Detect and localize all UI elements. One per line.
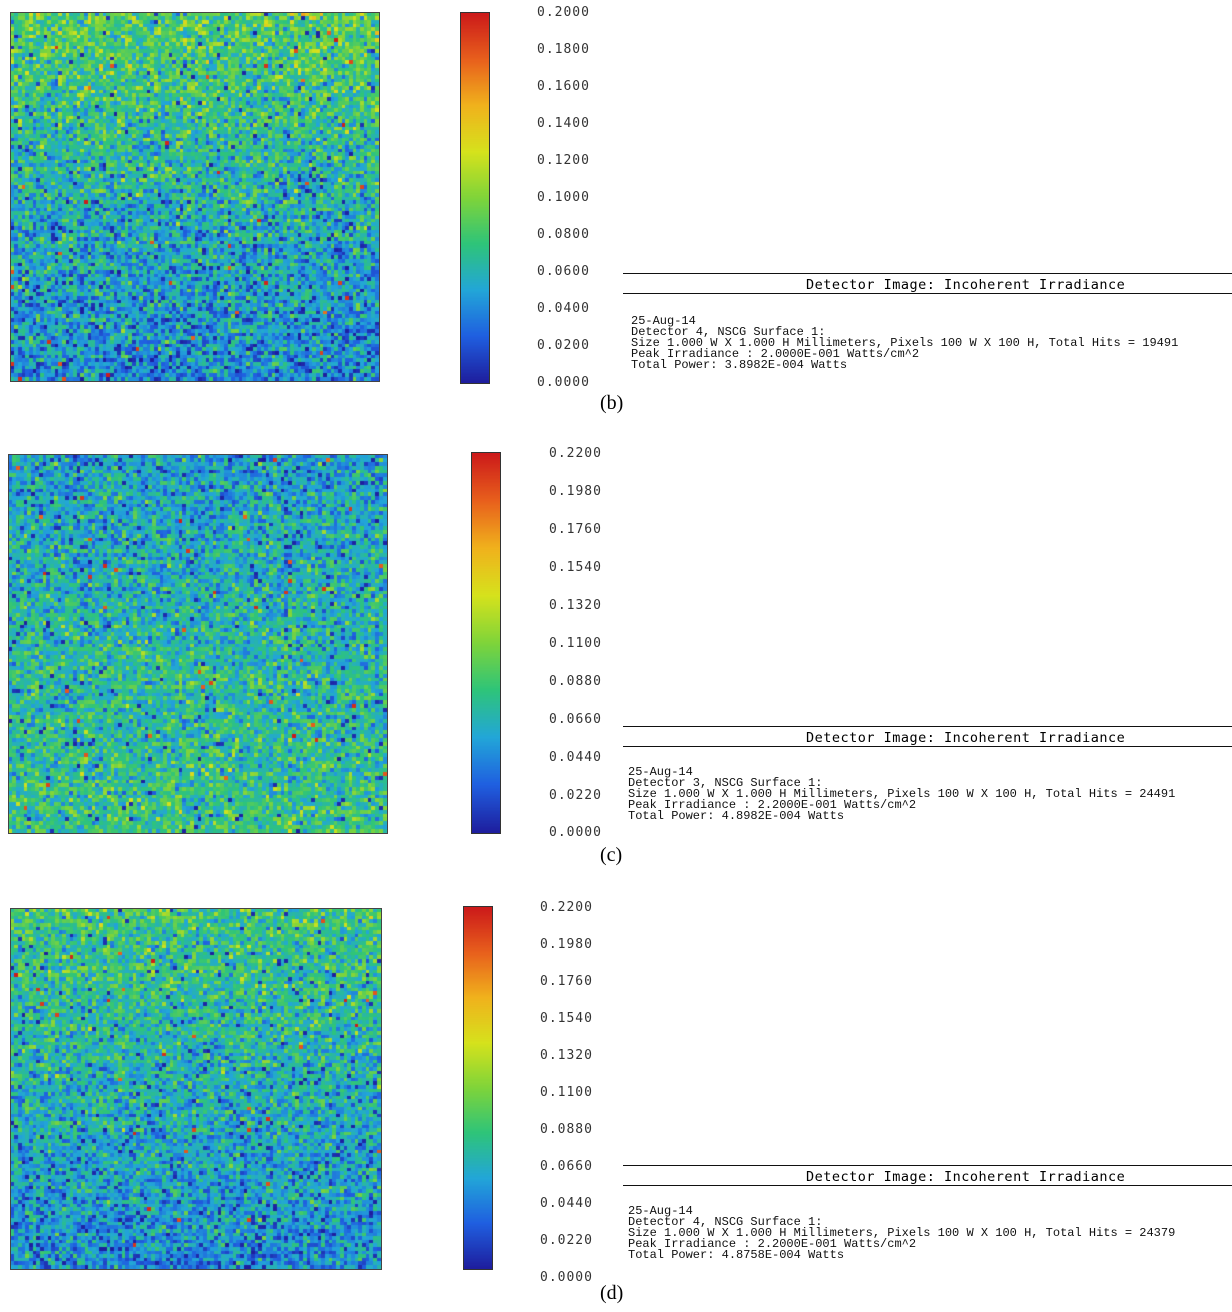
info-detector: Detector 4, NSCG Surface 1: xyxy=(631,325,826,339)
colorbar-tick: 0.1980 xyxy=(549,484,602,499)
colorbar-tick: 0.1600 xyxy=(537,79,590,94)
info-total-power: Total Power: 4.8982E-004 Watts xyxy=(628,809,845,823)
info-detector: Detector 4, NSCG Surface 1: xyxy=(628,1215,823,1229)
colorbar-tick: 0.1800 xyxy=(537,42,590,57)
title-rule-bottom xyxy=(623,293,1232,294)
title-rule-top xyxy=(623,1165,1232,1166)
info-detector: Detector 3, NSCG Surface 1: xyxy=(628,776,823,790)
colorbar-tick: 0.0000 xyxy=(549,825,602,840)
colorbar-tick: 0.0880 xyxy=(549,674,602,689)
chart-title: Detector Image: Incoherent Irradiance xyxy=(806,730,1126,746)
colorbar-tick: 0.0400 xyxy=(537,301,590,316)
colorbar-d xyxy=(463,906,493,1270)
info-date: 25-Aug-14 xyxy=(631,314,696,328)
irradiance-heatmap-d xyxy=(10,908,382,1270)
detector-panel-b: 0.2000 0.1800 0.1600 0.1400 0.1200 0.100… xyxy=(0,0,1232,440)
colorbar-tick: 0.1100 xyxy=(540,1085,593,1100)
info-peak-irradiance: Peak Irradiance : 2.2000E-001 Watts/cm^2 xyxy=(628,798,917,812)
colorbar-b xyxy=(460,12,490,384)
colorbar-tick: 0.1540 xyxy=(549,560,602,575)
info-size: Size 1.000 W X 1.000 H Millimeters, Pixe… xyxy=(628,787,1176,801)
colorbar-tick: 0.0880 xyxy=(540,1122,593,1137)
title-rule-top xyxy=(623,726,1232,727)
colorbar-tick: 0.0220 xyxy=(549,788,602,803)
info-size: Size 1.000 W X 1.000 H Millimeters, Pixe… xyxy=(628,1226,1176,1240)
detector-panel-d: 0.2200 0.1980 0.1760 0.1540 0.1320 0.110… xyxy=(0,890,1232,1312)
colorbar-tick: 0.0200 xyxy=(537,338,590,353)
colorbar-tick: 0.1000 xyxy=(537,190,590,205)
colorbar-tick: 0.0000 xyxy=(537,375,590,390)
info-peak-irradiance: Peak Irradiance : 2.0000E-001 Watts/cm^2 xyxy=(631,347,920,361)
figure-caption-b: (b) xyxy=(600,392,624,414)
colorbar-tick: 0.1760 xyxy=(549,522,602,537)
colorbar-tick: 0.1100 xyxy=(549,636,602,651)
title-rule-bottom xyxy=(623,1185,1232,1186)
chart-title: Detector Image: Incoherent Irradiance xyxy=(806,1169,1126,1185)
info-total-power: Total Power: 3.8982E-004 Watts xyxy=(631,358,848,372)
colorbar-c xyxy=(471,452,501,834)
detector-panel-c: 0.2200 0.1980 0.1760 0.1540 0.1320 0.110… xyxy=(0,440,1232,890)
colorbar-tick: 0.0660 xyxy=(549,712,602,727)
colorbar-tick: 0.2200 xyxy=(549,446,602,461)
colorbar-tick: 0.0220 xyxy=(540,1233,593,1248)
info-total-power: Total Power: 4.8758E-004 Watts xyxy=(628,1248,845,1262)
figure-caption-d: (d) xyxy=(600,1282,624,1304)
colorbar-tick: 0.1400 xyxy=(537,116,590,131)
irradiance-heatmap-c xyxy=(8,454,388,834)
info-size: Size 1.000 W X 1.000 H Millimeters, Pixe… xyxy=(631,336,1179,350)
info-date: 25-Aug-14 xyxy=(628,765,693,779)
colorbar-tick: 0.0660 xyxy=(540,1159,593,1174)
info-date: 25-Aug-14 xyxy=(628,1204,693,1218)
colorbar-tick: 0.0000 xyxy=(540,1270,593,1285)
colorbar-tick: 0.2200 xyxy=(540,900,593,915)
colorbar-tick: 0.0440 xyxy=(540,1196,593,1211)
title-rule-bottom xyxy=(623,746,1232,747)
colorbar-tick: 0.1760 xyxy=(540,974,593,989)
colorbar-tick: 0.0440 xyxy=(549,750,602,765)
colorbar-tick: 0.2000 xyxy=(537,5,590,20)
irradiance-heatmap-b xyxy=(10,12,380,382)
colorbar-tick: 0.1200 xyxy=(537,153,590,168)
figure-caption-c: (c) xyxy=(600,844,623,866)
chart-title: Detector Image: Incoherent Irradiance xyxy=(806,277,1126,293)
colorbar-tick: 0.1320 xyxy=(540,1048,593,1063)
colorbar-tick: 0.0800 xyxy=(537,227,590,242)
colorbar-tick: 0.0600 xyxy=(537,264,590,279)
title-rule-top xyxy=(623,273,1232,274)
colorbar-tick: 0.1540 xyxy=(540,1011,593,1026)
colorbar-tick: 0.1320 xyxy=(549,598,602,613)
colorbar-tick: 0.1980 xyxy=(540,937,593,952)
info-peak-irradiance: Peak Irradiance : 2.2000E-001 Watts/cm^2 xyxy=(628,1237,917,1251)
